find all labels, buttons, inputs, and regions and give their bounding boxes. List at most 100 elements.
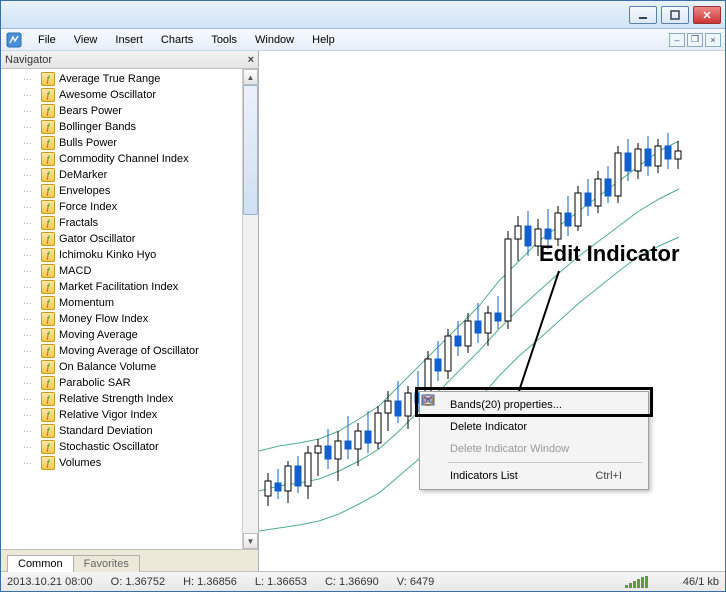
function-icon: ƒ bbox=[41, 344, 55, 358]
nav-item[interactable]: ⋯ƒMACD bbox=[1, 263, 242, 279]
nav-item[interactable]: ⋯ƒStochastic Oscillator bbox=[1, 439, 242, 455]
menu-insert[interactable]: Insert bbox=[106, 32, 152, 48]
mdi-minimize-button[interactable]: – bbox=[669, 33, 685, 47]
nav-item[interactable]: ⋯ƒAverage True Range bbox=[1, 71, 242, 87]
annotation-label: Edit Indicator bbox=[539, 241, 680, 267]
nav-item-label: Ichimoku Kinko Hyo bbox=[59, 249, 156, 261]
nav-item-label: Fractals bbox=[59, 217, 98, 229]
ctx-item-label: Delete Indicator bbox=[450, 421, 527, 433]
nav-item-label: Relative Strength Index bbox=[59, 393, 173, 405]
nav-item-label: Gator Oscillator bbox=[59, 233, 135, 245]
nav-item-label: Commodity Channel Index bbox=[59, 153, 189, 165]
nav-item[interactable]: ⋯ƒCommodity Channel Index bbox=[1, 151, 242, 167]
function-icon: ƒ bbox=[41, 392, 55, 406]
function-icon: ƒ bbox=[41, 440, 55, 454]
nav-item-label: Relative Vigor Index bbox=[59, 409, 157, 421]
nav-item[interactable]: ⋯ƒStandard Deviation bbox=[1, 423, 242, 439]
function-icon: ƒ bbox=[41, 104, 55, 118]
menu-charts[interactable]: Charts bbox=[152, 32, 202, 48]
function-icon: ƒ bbox=[41, 248, 55, 262]
tab-common[interactable]: Common bbox=[7, 555, 74, 572]
status-bar: 2013.10.21 08:00 O: 1.36752 H: 1.36856 L… bbox=[1, 571, 725, 591]
status-close: C: 1.36690 bbox=[325, 576, 379, 588]
nav-item-label: Average True Range bbox=[59, 73, 160, 85]
nav-item[interactable]: ⋯ƒMoving Average of Oscillator bbox=[1, 343, 242, 359]
nav-item[interactable]: ⋯ƒAwesome Oscillator bbox=[1, 87, 242, 103]
nav-item[interactable]: ⋯ƒMoving Average bbox=[1, 327, 242, 343]
function-icon: ƒ bbox=[41, 232, 55, 246]
navigator-close-button[interactable]: × bbox=[248, 54, 254, 66]
function-icon: ƒ bbox=[41, 216, 55, 230]
function-icon: ƒ bbox=[41, 168, 55, 182]
nav-item-label: Momentum bbox=[59, 297, 114, 309]
menu-view[interactable]: View bbox=[65, 32, 107, 48]
nav-item[interactable]: ⋯ƒMarket Facilitation Index bbox=[1, 279, 242, 295]
close-button[interactable] bbox=[693, 6, 721, 24]
nav-item[interactable]: ⋯ƒIchimoku Kinko Hyo bbox=[1, 247, 242, 263]
ctx-item: Delete Indicator Window bbox=[422, 438, 646, 460]
nav-item[interactable]: ⋯ƒMoney Flow Index bbox=[1, 311, 242, 327]
function-icon: ƒ bbox=[41, 120, 55, 134]
chart-area[interactable]: Edit Indicator Bands(20) properties... De… bbox=[259, 51, 725, 571]
nav-item-label: Money Flow Index bbox=[59, 313, 148, 325]
scroll-down-button[interactable]: ▼ bbox=[243, 533, 258, 549]
status-high: H: 1.36856 bbox=[183, 576, 237, 588]
navigator-title: Navigator bbox=[5, 54, 52, 66]
maximize-button[interactable] bbox=[661, 6, 689, 24]
mdi-restore-button[interactable]: ❐ bbox=[687, 33, 703, 47]
menubar: FileViewInsertChartsToolsWindowHelp – ❐ … bbox=[1, 29, 725, 51]
function-icon: ƒ bbox=[41, 136, 55, 150]
menu-file[interactable]: File bbox=[29, 32, 65, 48]
connection-bars-icon bbox=[625, 576, 665, 588]
ctx-item-label: Bands(20) properties... bbox=[450, 399, 562, 411]
nav-item[interactable]: ⋯ƒBears Power bbox=[1, 103, 242, 119]
nav-item[interactable]: ⋯ƒGator Oscillator bbox=[1, 231, 242, 247]
nav-item[interactable]: ⋯ƒForce Index bbox=[1, 199, 242, 215]
nav-item[interactable]: ⋯ƒFractals bbox=[1, 215, 242, 231]
nav-item[interactable]: ⋯ƒVolumes bbox=[1, 455, 242, 471]
nav-item[interactable]: ⋯ƒParabolic SAR bbox=[1, 375, 242, 391]
menu-tools[interactable]: Tools bbox=[202, 32, 246, 48]
nav-item[interactable]: ⋯ƒRelative Vigor Index bbox=[1, 407, 242, 423]
ctx-item[interactable]: Indicators ListCtrl+I bbox=[422, 465, 646, 487]
ctx-item[interactable]: Delete Indicator bbox=[422, 416, 646, 438]
menu-help[interactable]: Help bbox=[303, 32, 344, 48]
context-menu: Bands(20) properties... Delete Indicator D… bbox=[419, 391, 649, 490]
ctx-shortcut: Ctrl+I bbox=[575, 470, 622, 482]
function-icon: ƒ bbox=[41, 408, 55, 422]
status-volume: V: 6479 bbox=[397, 576, 435, 588]
ctx-item[interactable]: Bands(20) properties... bbox=[422, 394, 646, 416]
nav-item[interactable]: ⋯ƒDeMarker bbox=[1, 167, 242, 183]
nav-item-label: Force Index bbox=[59, 201, 117, 213]
navigator-scrollbar[interactable]: ▲ ▼ bbox=[242, 69, 258, 549]
nav-item[interactable]: ⋯ƒOn Balance Volume bbox=[1, 359, 242, 375]
nav-item-label: Awesome Oscillator bbox=[59, 89, 156, 101]
nav-item[interactable]: ⋯ƒBulls Power bbox=[1, 135, 242, 151]
nav-item[interactable]: ⋯ƒEnvelopes bbox=[1, 183, 242, 199]
status-open: O: 1.36752 bbox=[111, 576, 165, 588]
nav-item-label: DeMarker bbox=[59, 169, 107, 181]
app-window: FileViewInsertChartsToolsWindowHelp – ❐ … bbox=[0, 0, 726, 592]
titlebar bbox=[1, 1, 725, 29]
function-icon: ƒ bbox=[41, 328, 55, 342]
tab-favorites[interactable]: Favorites bbox=[73, 555, 140, 572]
function-icon: ƒ bbox=[41, 296, 55, 310]
nav-item[interactable]: ⋯ƒMomentum bbox=[1, 295, 242, 311]
nav-item-label: Stochastic Oscillator bbox=[59, 441, 159, 453]
function-icon: ƒ bbox=[41, 312, 55, 326]
mdi-controls: – ❐ × bbox=[669, 33, 721, 47]
menu-window[interactable]: Window bbox=[246, 32, 303, 48]
ctx-separator bbox=[448, 462, 642, 463]
nav-item[interactable]: ⋯ƒRelative Strength Index bbox=[1, 391, 242, 407]
scroll-thumb[interactable] bbox=[243, 85, 258, 215]
nav-item-label: Market Facilitation Index bbox=[59, 281, 178, 293]
function-icon: ƒ bbox=[41, 184, 55, 198]
nav-item-label: Moving Average of Oscillator bbox=[59, 345, 199, 357]
nav-item[interactable]: ⋯ƒBollinger Bands bbox=[1, 119, 242, 135]
minimize-button[interactable] bbox=[629, 6, 657, 24]
nav-item-label: Moving Average bbox=[59, 329, 138, 341]
function-icon: ƒ bbox=[41, 376, 55, 390]
function-icon: ƒ bbox=[41, 456, 55, 470]
mdi-close-button[interactable]: × bbox=[705, 33, 721, 47]
scroll-up-button[interactable]: ▲ bbox=[243, 69, 258, 85]
